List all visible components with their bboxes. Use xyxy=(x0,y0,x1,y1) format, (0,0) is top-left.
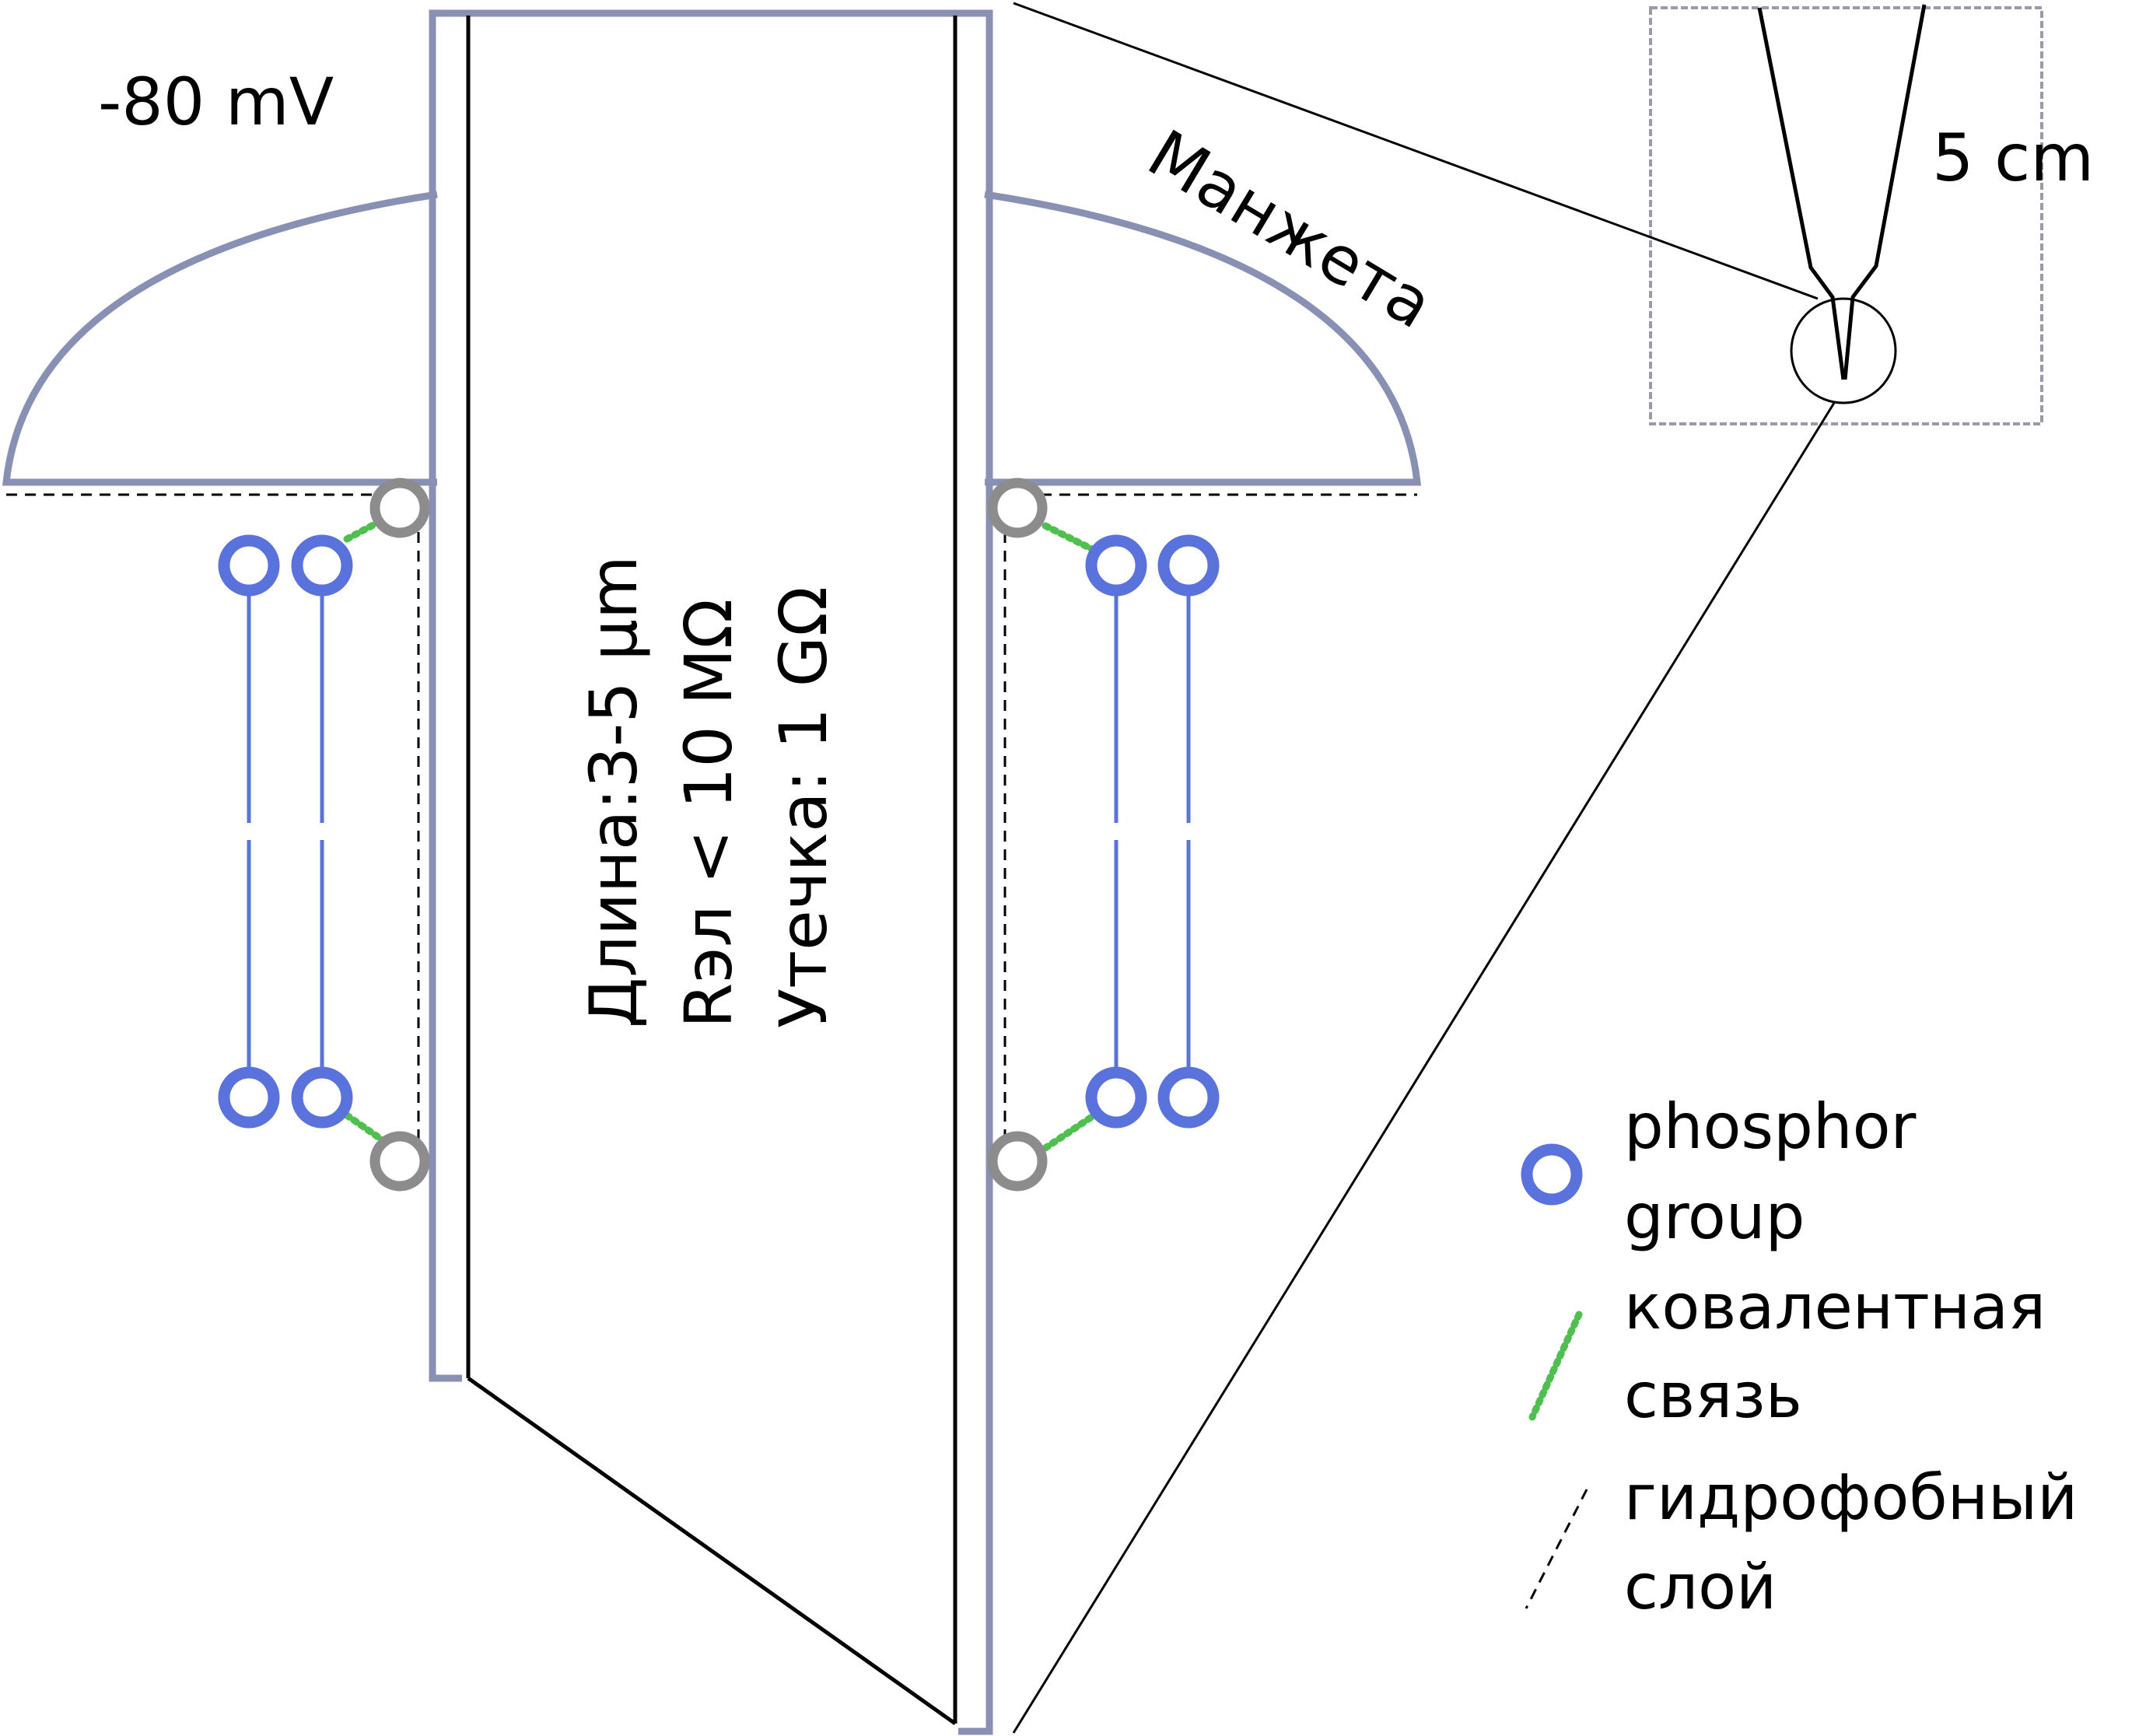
phosphor-group xyxy=(1085,1066,1147,1129)
anchor-group xyxy=(987,478,1048,538)
inset xyxy=(1649,4,2043,425)
spec-resistance: Rэл < 10 MΩ xyxy=(670,599,747,1028)
cuff-left xyxy=(2,191,438,486)
zoom-line-top xyxy=(1013,2,1819,300)
specs-block: Длина:3-5 µm Rэл < 10 MΩ Утечка: 1 GΩ xyxy=(576,555,842,1028)
covalent-bond-right-top xyxy=(1041,522,1099,555)
phosphor-group xyxy=(218,1066,280,1129)
pipette-wall xyxy=(429,9,993,1735)
inset-pipette-left xyxy=(1757,7,1846,380)
anchor-group xyxy=(369,1131,430,1192)
spec-length: Длина:3-5 µm xyxy=(576,555,652,1028)
scale-label: 5 cm xyxy=(1932,120,2094,196)
zoom-lines xyxy=(1012,2,1836,1734)
legend-phosphor-line2: group xyxy=(1624,1181,1805,1253)
lipid-chains xyxy=(247,593,1191,1069)
phosphor-groups xyxy=(218,534,1220,1129)
cuff-label: Манжета xyxy=(1136,115,1446,343)
legend: phosphor group ковалентная связь гидрофо… xyxy=(1521,1090,2078,1623)
pipette-tip-bevel xyxy=(467,1376,957,1726)
covalent-bond-right-bottom xyxy=(1041,1111,1099,1152)
pipette-outer-outline xyxy=(429,9,993,1735)
zoom-line-bottom xyxy=(1012,402,1836,1734)
legend-phosphor-line1: phosphor xyxy=(1624,1090,1917,1163)
phosphor-group xyxy=(1085,534,1147,597)
legend-phosphor-icon xyxy=(1521,1143,1583,1206)
anchor-group xyxy=(987,1131,1048,1192)
cuff xyxy=(2,191,1422,486)
inset-zoom-circle xyxy=(1790,297,1897,404)
phosphor-group xyxy=(291,1066,353,1129)
covalent-bond-left-bottom xyxy=(343,1111,387,1144)
hydrophobic-layer xyxy=(6,493,1417,1151)
legend-hydrophobic-line1: гидрофобный xyxy=(1624,1461,2078,1534)
potential-label: -80 mV xyxy=(98,64,334,140)
phosphor-group xyxy=(1157,1066,1220,1129)
phosphor-group xyxy=(218,534,280,597)
legend-covalent-icon xyxy=(1528,1311,1583,1421)
inset-frame xyxy=(1649,6,2043,425)
inset-pipette-right xyxy=(1843,4,1927,380)
legend-covalent-line2: связь xyxy=(1624,1360,1802,1432)
phosphor-group xyxy=(1157,534,1220,597)
legend-hydrophobic-line2: слой xyxy=(1624,1551,1777,1623)
anchor-group xyxy=(369,478,430,538)
spec-leakage: Утечка: 1 GΩ xyxy=(765,586,842,1028)
phosphor-group xyxy=(291,534,353,597)
legend-covalent-line1: ковалентная xyxy=(1624,1271,2046,1343)
anchor-groups xyxy=(369,478,1048,1192)
pipette-inner xyxy=(466,16,957,1726)
cuff-right xyxy=(984,191,1422,486)
legend-hydrophobic-icon xyxy=(1525,1489,1588,1609)
